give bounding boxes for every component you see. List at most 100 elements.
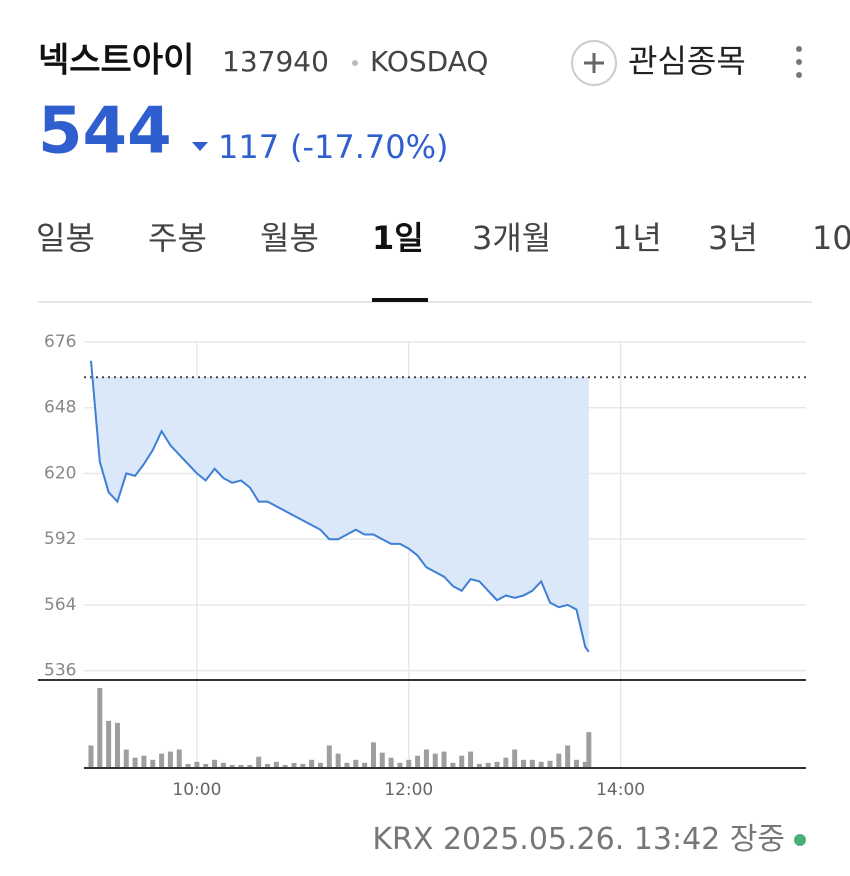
volume-bar	[388, 757, 394, 768]
tab[interactable]: 일봉	[36, 219, 95, 257]
volume-bar	[185, 763, 191, 768]
volume-bar	[256, 756, 262, 768]
area	[90, 360, 589, 652]
volume-bar	[406, 759, 412, 768]
volume-bar	[547, 760, 553, 768]
volume-bar	[106, 720, 112, 768]
volume-bar	[194, 761, 200, 768]
more-button[interactable]	[796, 46, 802, 78]
volume-bar	[247, 764, 253, 768]
volume-bar	[379, 752, 385, 768]
volume-bar	[586, 732, 592, 768]
volume-bar	[415, 755, 421, 768]
status: 장중	[730, 822, 785, 857]
volume-bar	[450, 762, 456, 768]
volume-bar	[476, 763, 482, 768]
volume-bar	[582, 761, 588, 768]
volume-bar	[459, 755, 465, 768]
volume-bar	[353, 759, 359, 768]
volume-bar	[150, 759, 156, 768]
plus-circle[interactable]	[571, 40, 617, 86]
volume-bar	[485, 762, 491, 768]
volume-bar	[265, 763, 271, 768]
volume-bar	[212, 759, 218, 768]
volume-bar	[167, 751, 173, 768]
volume-bar	[282, 764, 288, 768]
volume-bar	[309, 759, 315, 768]
chart: 536 564 592 620 648 676 10:00 12:00 14:00	[38, 332, 806, 800]
tabs: 일봉 주봉 월봉 1일 3개월 1년 3년 10년	[36, 219, 850, 257]
x-tick-label: 12:00	[384, 780, 433, 800]
datetime: 2025.05.26. 13:42	[443, 822, 720, 857]
price-line	[90, 360, 590, 653]
footer: KRX 2025.05.26. 13:42 장중	[372, 822, 785, 857]
volume-bar	[468, 751, 474, 768]
tab[interactable]: 10년	[812, 219, 850, 257]
change-pct: (-17.70%)	[290, 128, 449, 166]
x-tick-label: 14:00	[596, 780, 645, 800]
volume-bar	[291, 762, 297, 768]
change: 117	[218, 128, 279, 166]
tab[interactable]: 3개월	[472, 219, 551, 257]
tab-underline	[372, 298, 428, 302]
tab[interactable]: 1일	[372, 219, 424, 257]
volume-bar	[494, 761, 500, 768]
tab[interactable]: 1년	[612, 219, 662, 257]
volume-bar	[512, 749, 518, 768]
volume-bar	[432, 753, 438, 768]
volume-bar	[441, 751, 447, 768]
y-tick-label: 620	[44, 463, 76, 483]
volume-bar	[159, 753, 165, 768]
plus-icon[interactable]	[584, 53, 604, 73]
live-dot	[794, 834, 806, 846]
volume-bar	[538, 761, 544, 768]
volume-bar	[317, 762, 323, 768]
volume-bar	[344, 762, 350, 768]
volume-bar	[423, 749, 429, 768]
exchange: KRX	[372, 822, 433, 857]
volume-bar	[229, 764, 235, 768]
market: KOSDAQ	[370, 45, 488, 78]
watch-button[interactable]: 관심종목	[571, 40, 746, 86]
y-tick-label: 676	[44, 332, 76, 352]
separator	[352, 60, 358, 66]
volume-bar	[397, 762, 403, 768]
volume-bar	[273, 761, 279, 768]
volume-bar	[203, 763, 209, 768]
volume-bar	[97, 688, 103, 768]
y-tick-label: 564	[44, 595, 76, 615]
volume-bar	[238, 764, 244, 768]
volume-bar	[88, 745, 94, 768]
volume-bar	[300, 763, 306, 768]
volume-bar	[565, 745, 571, 768]
stock-code: 137940	[222, 45, 329, 78]
volume-bar	[141, 755, 147, 768]
price: 544	[38, 95, 172, 169]
volume-bar	[573, 759, 579, 768]
tab[interactable]: 주봉	[148, 219, 207, 257]
volume-bar	[370, 742, 376, 768]
volume-bar	[529, 759, 535, 768]
down-arrow	[192, 142, 208, 151]
volume-bar	[114, 722, 120, 768]
volume-bar	[556, 753, 562, 768]
volume-bar	[176, 749, 182, 768]
volume-bar	[123, 749, 129, 768]
tab[interactable]: 3년	[708, 219, 758, 257]
volume-bar	[326, 745, 332, 768]
volume-bar	[220, 762, 226, 768]
volume-bar	[335, 753, 341, 768]
watch-label[interactable]: 관심종목	[628, 42, 746, 80]
x-tick-label: 10:00	[172, 780, 221, 800]
volume-bar	[362, 762, 368, 768]
stock-name: 넥스트아이	[38, 41, 194, 81]
volume-bar	[132, 757, 138, 768]
volume-bar	[503, 757, 509, 768]
y-tick-label: 592	[44, 529, 76, 549]
y-tick-label: 536	[44, 661, 76, 681]
volume-bar	[521, 759, 527, 768]
tab[interactable]: 월봉	[260, 219, 319, 257]
y-tick-label: 648	[44, 398, 76, 418]
